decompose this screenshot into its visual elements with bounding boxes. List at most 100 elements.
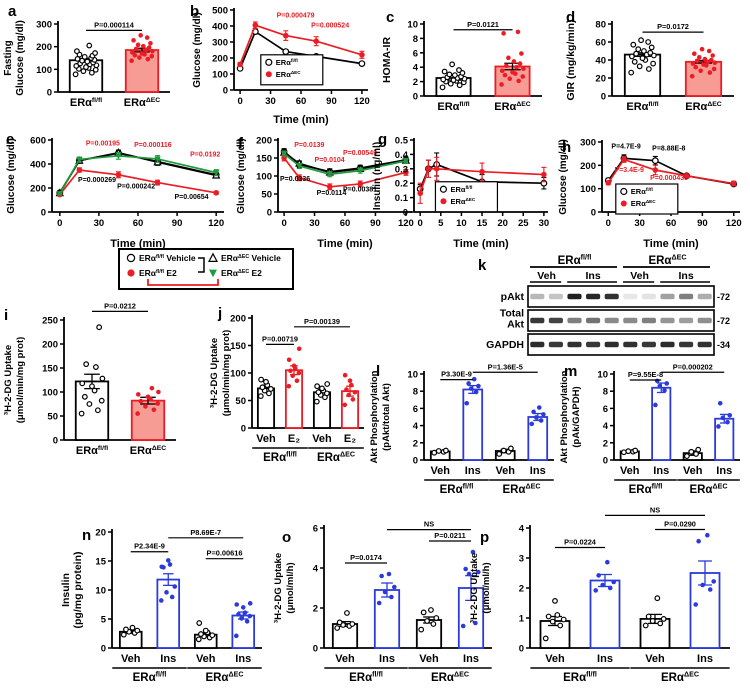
svg-text:90: 90 (172, 218, 183, 229)
data-point-filled-circle (389, 594, 394, 600)
bar (156, 578, 181, 649)
data-point-open-circle (654, 595, 661, 602)
data-point-open-circle (418, 626, 425, 633)
data-point-filled-circle (707, 587, 713, 592)
svg-text:Veh: Veh (196, 653, 216, 665)
data-point-open-circle (92, 66, 99, 73)
data-point-open-circle (560, 616, 567, 623)
data-point-open-circle (456, 67, 462, 73)
data-point-filled-circle (499, 82, 504, 87)
data-point-open-circle (81, 53, 88, 60)
panel-c-homa-ir-bar: 0 2 4 6 8 10 HOMA-IR ERαfl/fl ERαΔEC P=0.0121 c (378, 0, 562, 128)
svg-text:ERαΔEC: ERαΔEC (124, 97, 160, 109)
svg-text:P=0.0290: P=0.0290 (664, 520, 696, 529)
data-point-filled-circle (131, 38, 136, 43)
svg-text:P=0.0104: P=0.0104 (315, 157, 345, 164)
svg-text:ERαfl/fl: ERαfl/fl (276, 58, 298, 67)
data-point-open-circle (86, 401, 93, 407)
data-point-filled-triangle (154, 156, 161, 163)
svg-text:20: 20 (497, 218, 508, 229)
data-point-filled-circle (466, 571, 472, 577)
data-point-filled-circle (132, 52, 138, 58)
svg-text:80: 80 (595, 20, 606, 31)
svg-text:30: 30 (309, 218, 320, 229)
bar (415, 619, 443, 649)
svg-text:d: d (566, 9, 575, 26)
svg-text:0.4: 0.4 (395, 150, 409, 161)
svg-text:(pg/mg protein): (pg/mg protein) (72, 552, 84, 629)
series-1 (237, 21, 365, 68)
data-point-filled-circle (234, 602, 240, 607)
svg-text:ERαΔEC: ERαΔEC (317, 451, 355, 464)
svg-text:³H-2-DG Uptake: ³H-2-DG Uptake (273, 553, 284, 623)
blot-band (548, 293, 563, 300)
data-point-filled-circle (350, 397, 356, 402)
data-point-filled-circle (417, 190, 423, 197)
svg-text:k: k (478, 257, 487, 274)
data-point-open-circle (202, 627, 209, 634)
data-point-filled-circle (296, 346, 302, 352)
svg-text:0.2: 0.2 (395, 179, 408, 190)
data-point-filled-circle (138, 33, 144, 38)
data-point-filled-circle (620, 200, 627, 207)
svg-text:0: 0 (223, 86, 228, 97)
svg-text:P=0.0114: P=0.0114 (317, 190, 347, 197)
chart-svg-p: 0 1 2 3 4 ³H-2-DG Uptake (μmol/ml/h) Veh Ins Veh I… (469, 505, 730, 684)
data-point-filled-circle (296, 175, 303, 181)
blot-row-box (527, 285, 715, 308)
svg-text:³H-2-DG Uptake: ³H-2-DG Uptake (209, 338, 220, 408)
data-point-filled-circle (167, 562, 173, 567)
data-point-filled-circle (169, 594, 175, 600)
data-point-filled-circle (517, 61, 523, 66)
data-point-filled-circle (471, 376, 477, 382)
data-point-filled-circle (233, 633, 239, 639)
data-point-filled-circle (600, 582, 605, 588)
blot-band (697, 341, 712, 348)
blot-band (660, 341, 675, 348)
data-point-open-circle (349, 621, 356, 627)
svg-text:150: 150 (256, 154, 272, 165)
svg-text:0.5: 0.5 (395, 136, 409, 147)
data-point-open-circle (134, 627, 141, 634)
data-point-open-circle (630, 41, 637, 48)
svg-text:P=0.0174: P=0.0174 (350, 553, 383, 562)
data-point-filled-circle (460, 623, 466, 629)
bar (284, 369, 304, 429)
data-point-filled-circle (504, 63, 509, 69)
data-point-filled-circle (605, 180, 612, 186)
data-point-filled-circle (596, 573, 601, 578)
svg-text:0: 0 (601, 92, 606, 103)
svg-text:30: 30 (94, 218, 105, 229)
data-point-filled-circle (536, 405, 542, 410)
data-point-filled-circle (247, 613, 253, 619)
svg-text:P=0.00616: P=0.00616 (207, 549, 243, 558)
data-point-filled-circle (326, 184, 333, 190)
data-point-open-circle (92, 50, 98, 56)
black-bracket (198, 257, 205, 273)
blot-band (623, 341, 638, 348)
svg-text:200: 200 (230, 314, 246, 325)
data-point-filled-circle (376, 600, 382, 606)
data-point-open-circle (424, 618, 430, 624)
data-point-open-circle (642, 622, 649, 629)
panel-e-gtt-e2-line: 0 200 400 600 0 30 60 90 120 Time (min) Glucose (m… (2, 128, 232, 252)
data-point-filled-circle (342, 402, 348, 408)
line-chart: 0 0.1 0.2 0.3 0.4 0.5 0 5 10 15 20 25 30 Time (min) In… (372, 136, 549, 251)
svg-text:6: 6 (413, 404, 418, 415)
svg-text:P=0.0211: P=0.0211 (434, 531, 465, 540)
svg-text:0: 0 (57, 218, 62, 229)
svg-text:Veh: Veh (335, 653, 355, 665)
data-point-open-circle (645, 66, 652, 72)
svg-text:Time (min): Time (min) (273, 114, 329, 126)
data-point-open-circle (439, 185, 448, 193)
svg-text:100: 100 (42, 388, 58, 399)
data-point-filled-circle (294, 378, 300, 383)
data-point-filled-circle (717, 400, 723, 406)
svg-text:P=0.00549: P=0.00549 (343, 150, 377, 157)
svg-text:Ins: Ins (530, 465, 546, 477)
data-point-filled-circle (464, 400, 470, 406)
svg-text:ERαΔEC: ERαΔEC (494, 101, 530, 113)
data-point-open-circle (639, 55, 646, 62)
